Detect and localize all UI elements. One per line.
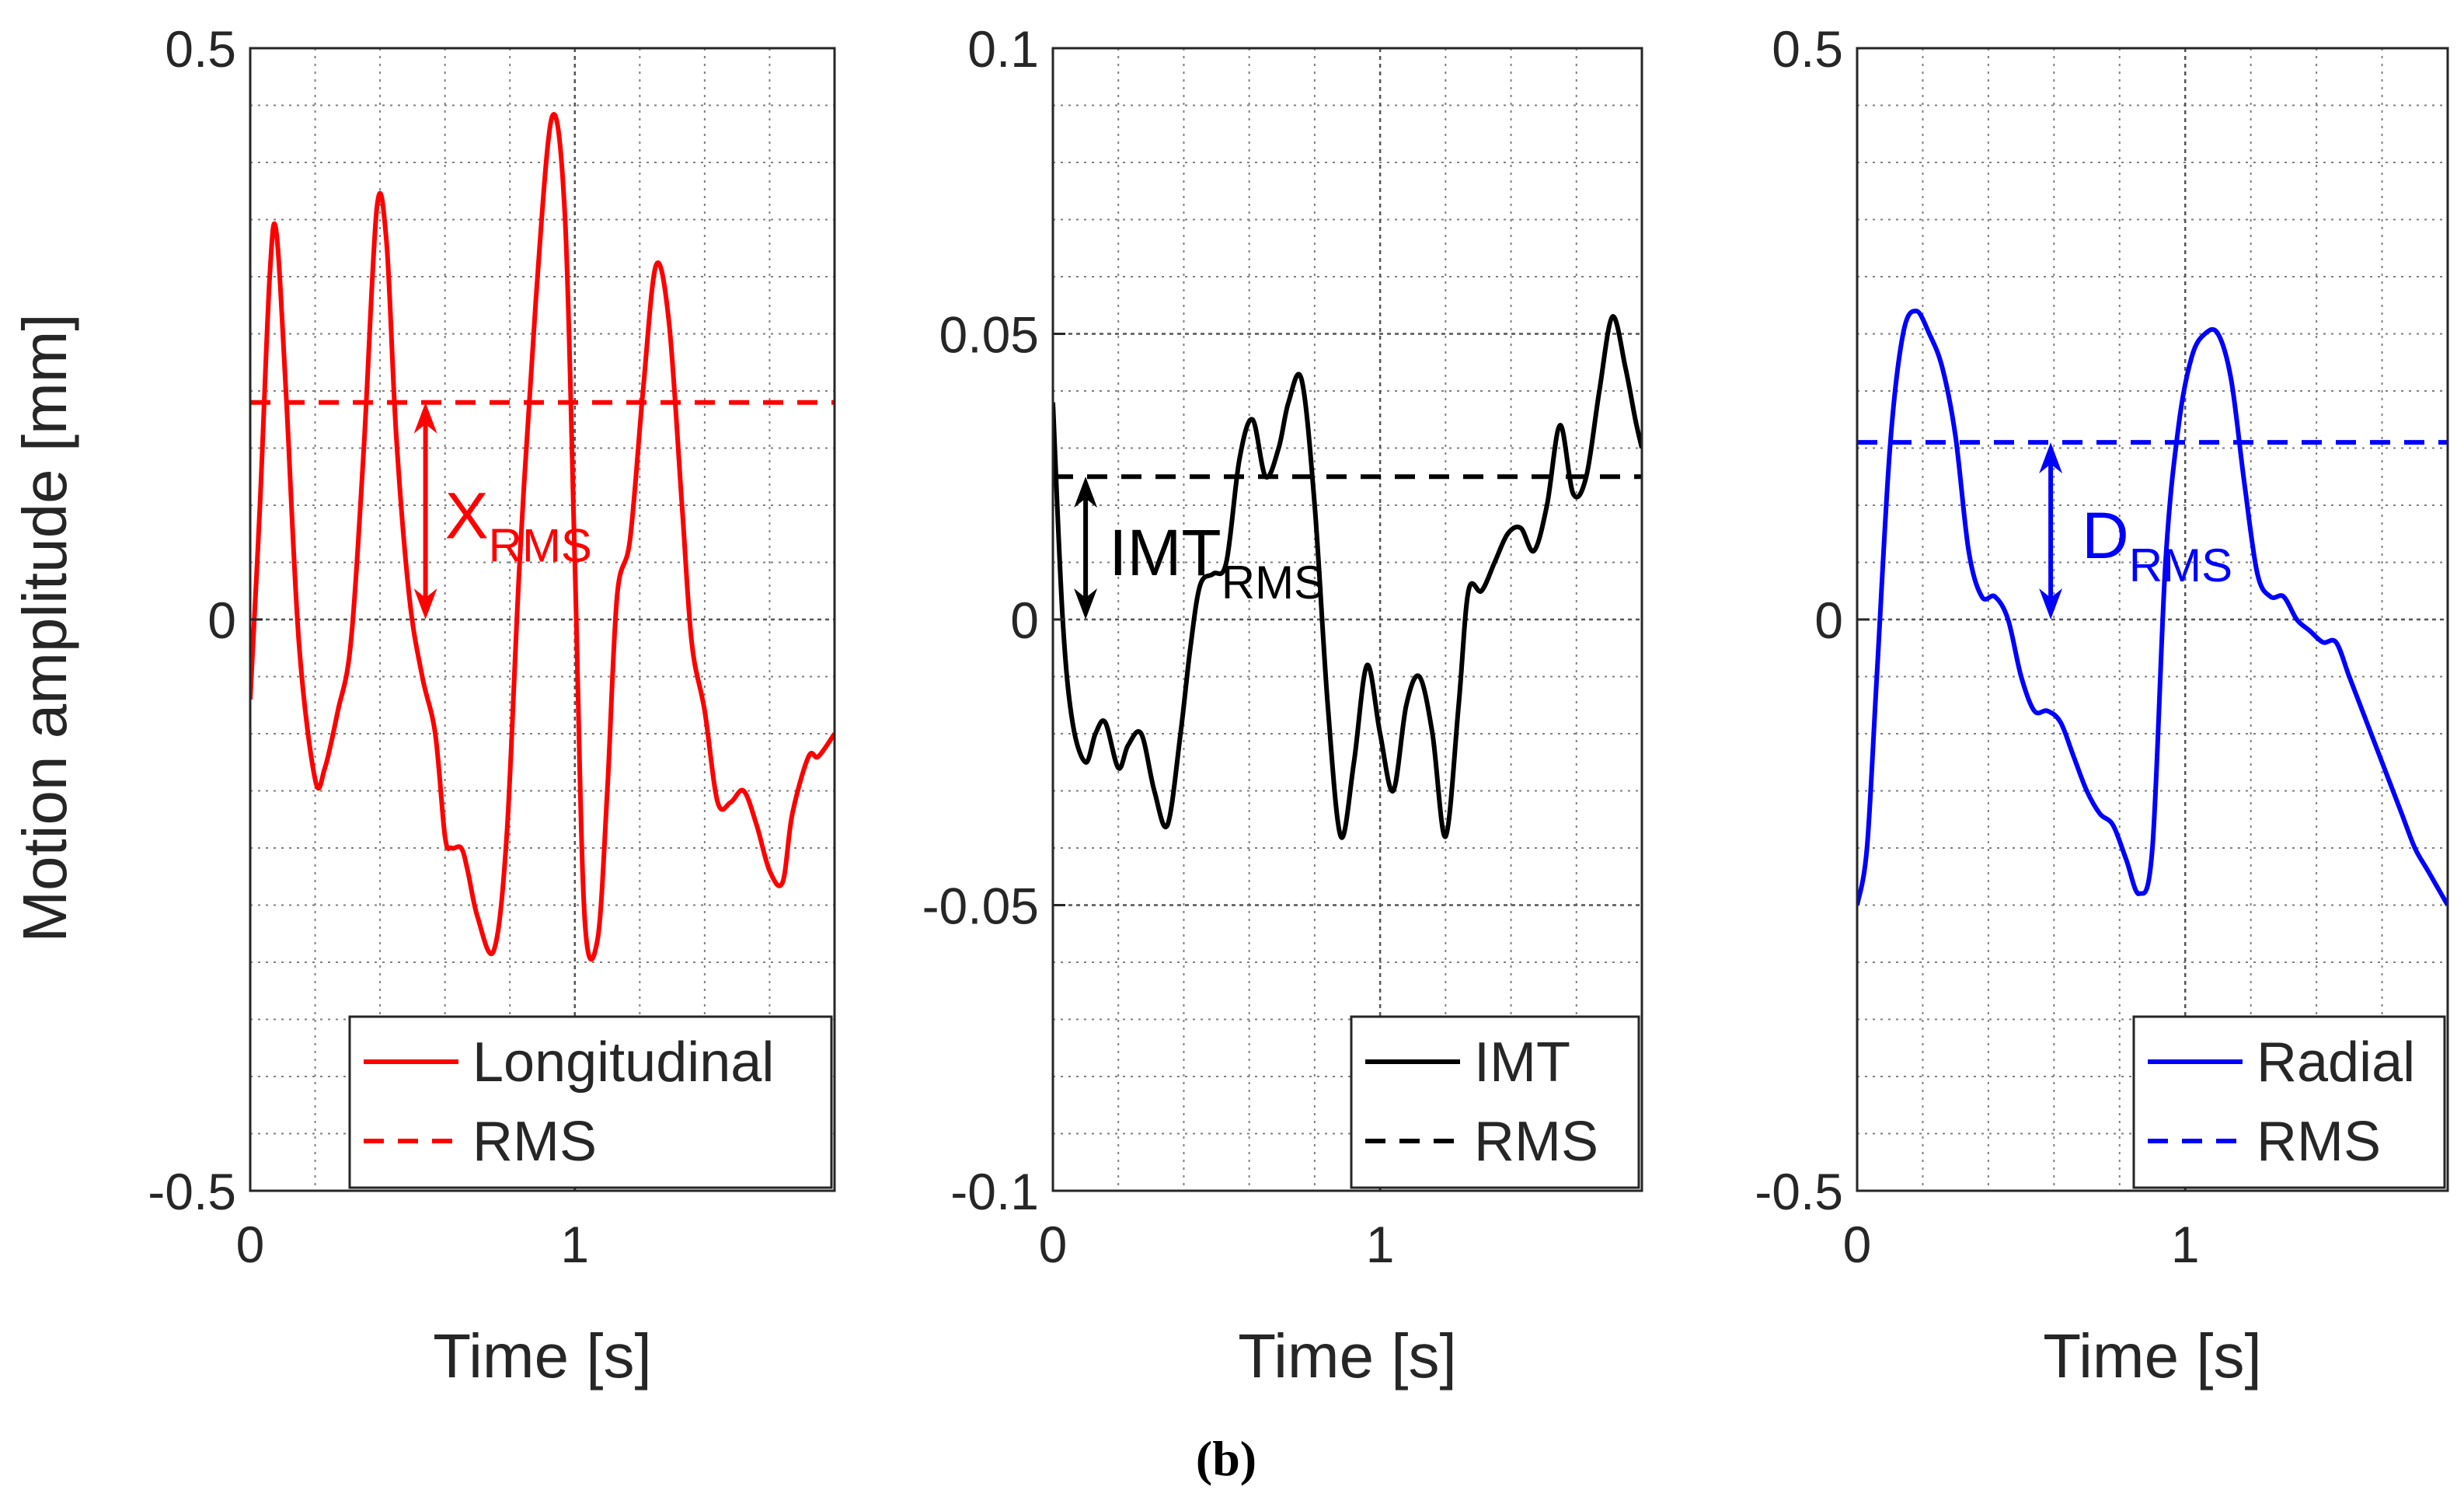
legend-box [1350, 1015, 1640, 1189]
figure-caption: (b) [1196, 1431, 1256, 1486]
rms-annotation-label: XRMS [445, 479, 592, 571]
rms-arrow [413, 402, 437, 619]
y-tick-label: 0.5 [1772, 20, 1843, 78]
x-tick-label: 1 [1366, 1216, 1395, 1273]
legend: Radial RMS [2132, 1015, 2446, 1189]
legend-label-1: Longitudinal [472, 1031, 774, 1094]
y-tick-label: 0.05 [939, 306, 1039, 364]
rms-arrow-head-up [1074, 476, 1098, 508]
legend-box [348, 1015, 833, 1189]
rms-arrow-head-up [2039, 442, 2063, 474]
legend-label-1: Radial [2257, 1031, 2415, 1094]
legend-label-2: RMS [2257, 1111, 2381, 1173]
data-layer [250, 112, 835, 962]
series-line-radial [1857, 309, 2448, 906]
rms-annotation-subscript: RMS [1222, 557, 1325, 609]
x-tick-label: 0 [1039, 1216, 1068, 1273]
y-tick-label: 0 [1814, 591, 1843, 649]
data-layer [1857, 309, 2448, 906]
y-tick-label: -0.1 [950, 1163, 1039, 1220]
y-tick-label: -0.5 [148, 1163, 236, 1220]
x-tick-label: 1 [2171, 1216, 2200, 1273]
rms-annotation-subscript: RMS [2129, 539, 2232, 591]
rms-annotation-label: DRMS [2082, 499, 2232, 591]
legend: IMT RMS [1350, 1015, 1640, 1189]
rms-arrow-head-down [413, 588, 437, 619]
rms-arrow [1074, 476, 1098, 619]
series-line-longitudinal [250, 112, 835, 962]
legend-label-2: RMS [472, 1111, 597, 1173]
x-tick-label: 1 [560, 1216, 589, 1273]
x-axis-label: Time [s] [2043, 1321, 2261, 1391]
rms-arrow [2039, 442, 2063, 619]
legend-label-1: IMT [1474, 1031, 1570, 1094]
legend-box [2132, 1015, 2446, 1189]
y-tick-label: 0.1 [967, 20, 1039, 78]
x-tick-label: 0 [236, 1216, 265, 1273]
rms-annotation-subscript: RMS [489, 519, 592, 571]
x-axis-label: Time [s] [1238, 1321, 1456, 1391]
rms-annotation-symbol: IMT [1109, 516, 1222, 589]
series-line-imt [1053, 314, 1642, 840]
y-axis-label: Motion amplitude [mm] [10, 313, 79, 942]
rms-annotation-label: IMTRMS [1109, 516, 1325, 609]
data-layer [1053, 314, 1642, 840]
legend-label-2: RMS [1474, 1111, 1598, 1173]
rms-arrow-head-up [413, 402, 437, 434]
x-tick-label: 0 [1843, 1216, 1872, 1273]
rms-arrow-head-down [1074, 588, 1098, 619]
rms-annotation-symbol: D [2082, 499, 2129, 572]
rms-arrow-head-down [2039, 588, 2063, 619]
y-tick-label: -0.05 [922, 878, 1039, 935]
y-tick-label: 0.5 [165, 20, 236, 78]
legend: Longitudinal RMS [348, 1015, 833, 1189]
y-tick-label: 0 [207, 591, 236, 649]
x-axis-label: Time [s] [433, 1321, 651, 1391]
y-tick-label: -0.5 [1755, 1163, 1843, 1220]
rms-annotation-symbol: X [445, 479, 489, 552]
y-tick-label: 0 [1010, 591, 1039, 649]
